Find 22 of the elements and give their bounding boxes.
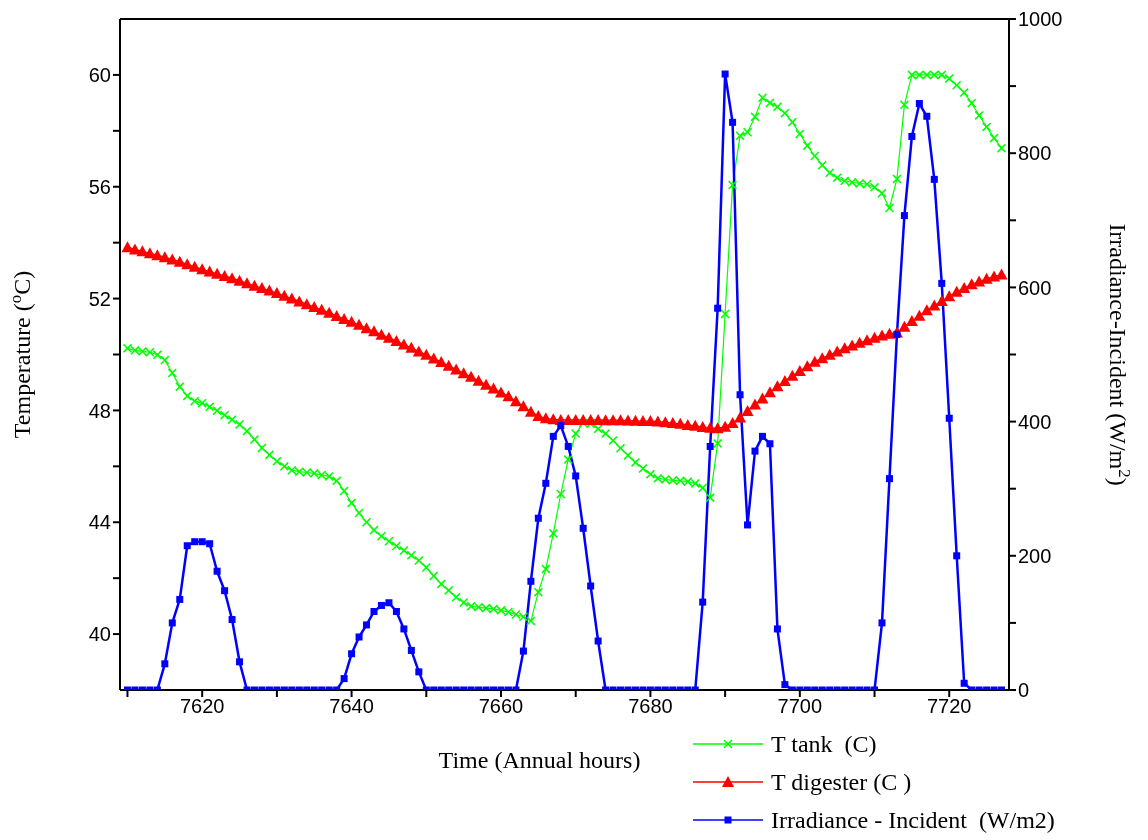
x-axis-title: Time (Annual hours) [438,747,641,773]
x-tick-label: 7720 [926,695,972,718]
y2-tick-label: 200 [1018,544,1052,567]
legend-label: Irradiance - Incident (W/m2) [771,806,1055,834]
y-tick-label: 60 [88,64,111,87]
y-tick-label: 48 [88,399,111,422]
y-tick-label: 52 [88,287,111,310]
y2-tick-label: 400 [1018,410,1052,433]
legend-label: T digester (C ) [771,768,912,796]
x-tick-label: 7620 [179,695,225,718]
legend-label: T tank (C) [771,730,877,758]
x-tick-label: 7680 [628,695,673,718]
x-tick-label: 7640 [329,695,374,718]
y-tick-label: 40 [88,623,111,646]
x-tick-label: 7660 [478,695,524,718]
y-tick-label: 44 [88,511,111,534]
y2-tick-label: 0 [1018,679,1030,702]
x-tick-label: 7700 [777,695,823,718]
y-tick-label: 56 [88,175,111,198]
y2-tick-label: 800 [1018,142,1052,165]
y2-tick-label: 600 [1018,276,1052,299]
y2-tick-label: 1000 [1018,8,1063,31]
